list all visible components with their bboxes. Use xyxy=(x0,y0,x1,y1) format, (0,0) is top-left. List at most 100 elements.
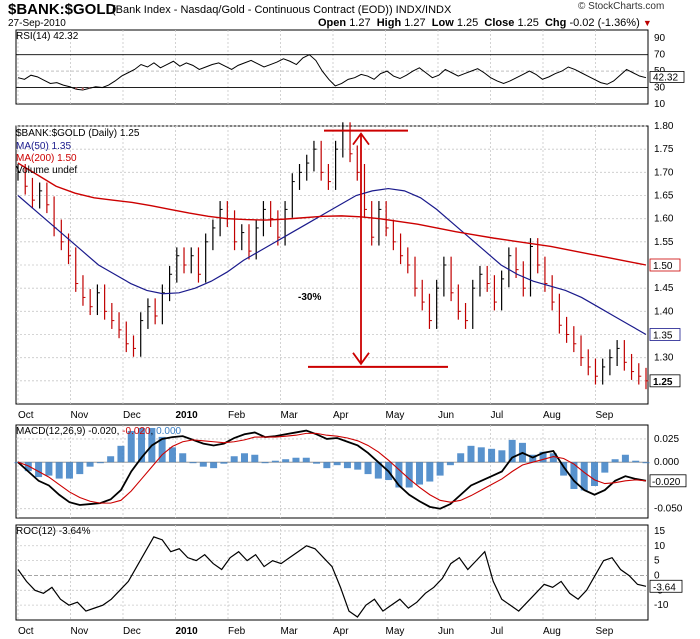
roc-x-tick-label: May xyxy=(386,626,405,637)
last-price-box-label: 1.25 xyxy=(653,377,673,388)
price-y-tick-label: 1.45 xyxy=(654,283,674,294)
roc-current-box xyxy=(649,579,683,593)
macd-hist-bar xyxy=(210,462,218,469)
macd-hist-bar xyxy=(158,436,166,463)
price-y-tick-label: 1.55 xyxy=(654,237,674,248)
price-y-tick-label: 1.70 xyxy=(654,167,674,178)
macd-hist-bar xyxy=(374,462,382,479)
macd-hist-bar xyxy=(65,462,73,479)
macd-hist-bar xyxy=(45,462,53,476)
chart-date: 27-Sep-2010 xyxy=(8,18,66,29)
roc-line xyxy=(17,536,647,618)
roc-x-tick-label: Dec xyxy=(123,626,141,637)
roc-y-tick-label: 5 xyxy=(654,556,660,567)
macd-hist-bar xyxy=(230,456,238,463)
macd-hist-bar xyxy=(405,462,413,488)
price-y-tick-label: 1.80 xyxy=(654,121,674,132)
price-x-tick-label: 2010 xyxy=(176,410,199,421)
macd-hist-bar xyxy=(354,462,362,470)
macd-hist-bar xyxy=(436,462,444,476)
signal-line xyxy=(17,432,647,504)
price-y-tick-label: 1.75 xyxy=(654,144,674,155)
macd-hist-bar xyxy=(76,462,84,475)
macd-hist-bar xyxy=(477,447,485,463)
macd-hist-bar xyxy=(127,430,135,463)
annotation-pct-label: -30% xyxy=(298,292,321,303)
macd-hist-bar xyxy=(292,457,300,463)
macd-hist-bar xyxy=(96,462,104,464)
macd-hist-bar xyxy=(446,462,454,466)
stockcharts-brand: © StockCharts.com xyxy=(578,1,665,12)
rsi-legend: RSI(14) 42.32 xyxy=(16,31,79,42)
price-x-tick-label: May xyxy=(386,410,405,421)
roc-x-tick-label: Oct xyxy=(18,626,34,637)
macd-hist-bar xyxy=(426,462,434,482)
ma50-value-box xyxy=(649,328,681,341)
high-value: 1.27 xyxy=(404,17,426,29)
price-x-tick-label: Feb xyxy=(228,410,246,421)
macd-hist-bar xyxy=(343,462,351,469)
chart-ticker: $BANK:$GOLD xyxy=(8,1,117,18)
open-value: 1.27 xyxy=(349,17,371,29)
macd-hist-bar xyxy=(642,462,650,464)
macd-hist-bar xyxy=(323,462,331,469)
roc-legend: ROC(12) -3.64% xyxy=(16,526,91,537)
macd-hist-bar xyxy=(416,462,424,485)
ma200-legend: MA(200) 1.50 xyxy=(16,153,77,164)
roc-x-tick-label: Jul xyxy=(491,626,504,637)
macd-hist-bar xyxy=(220,462,228,464)
roc-y-tick-label: 10 xyxy=(654,541,666,552)
price-x-tick-label: Apr xyxy=(333,410,349,421)
macd-hist-bar xyxy=(251,454,259,463)
ma200-value-box-label: 1.50 xyxy=(653,261,673,272)
macd-hist-bar xyxy=(508,439,516,463)
price-x-tick-label: Nov xyxy=(71,410,89,421)
macd-hist-bar xyxy=(199,462,207,467)
macd-hist-bar xyxy=(35,462,43,478)
macd-hist-bar xyxy=(55,462,63,479)
macd-hist-bar xyxy=(601,462,609,473)
macd-hist-bar xyxy=(560,462,568,476)
price-y-tick-label: 1.30 xyxy=(654,353,674,364)
macd-hist-bar xyxy=(313,462,321,464)
rsi-y-tick-label: 70 xyxy=(654,50,666,61)
price-x-tick-label: Sep xyxy=(596,410,614,421)
macd-hist-bar xyxy=(395,462,403,488)
macd-hist-bar xyxy=(632,460,640,463)
macd-hist-bar xyxy=(138,427,146,463)
macd-hist-bar xyxy=(591,462,599,487)
price-y-tick-label: 1.40 xyxy=(654,306,674,317)
macd-hist-bar xyxy=(107,456,115,463)
macd-legend-value: -0.020 xyxy=(88,426,117,437)
rsi-y-tick-label: 90 xyxy=(654,33,666,44)
ohlc-summary: Open 1.27 High 1.27 Low 1.25 Close 1.25 … xyxy=(318,17,652,29)
macd-hist-bar xyxy=(302,457,310,463)
chart-subtitle: (Bank Index - Nasdaq/Gold - Continuous C… xyxy=(112,4,452,16)
annotation-arrow-down-head xyxy=(352,352,370,366)
macd-hist-bar xyxy=(457,453,465,463)
rsi-y-tick-label: 10 xyxy=(654,99,666,110)
macd-hist-bar xyxy=(333,462,341,466)
annotation-arrow-up-head xyxy=(352,132,370,146)
hist-legend-value: 0.000 xyxy=(156,426,182,437)
macd-y-tick-label: -0.050 xyxy=(654,504,683,515)
roc-x-tick-label: Jun xyxy=(438,626,454,637)
rsi-current-label: 42.32 xyxy=(653,72,678,83)
macd-hist-bar xyxy=(179,453,187,463)
macd-hist-bar xyxy=(549,453,557,463)
macd-y-tick-label: 0.025 xyxy=(654,434,679,445)
macd-hist-bar xyxy=(570,462,578,489)
macd-hist-bar xyxy=(240,453,248,463)
roc-y-tick-label: -10 xyxy=(654,600,669,611)
rsi-y-tick-label: 30 xyxy=(654,83,666,94)
price-y-tick-label: 1.65 xyxy=(654,191,674,202)
macd-legend: MACD(12,26,9) -0.020, -0.020, 0.000 xyxy=(16,426,182,437)
macd-hist-bar xyxy=(86,462,94,467)
ma200-line xyxy=(17,162,647,266)
macd-y-tick-label: 0.000 xyxy=(654,457,679,468)
macd-legend-prefix: MACD(12,26,9) xyxy=(16,426,86,437)
last-price-box xyxy=(649,374,681,388)
macd-hist-bar xyxy=(117,445,125,463)
roc-current-label: -3.64 xyxy=(653,582,676,593)
